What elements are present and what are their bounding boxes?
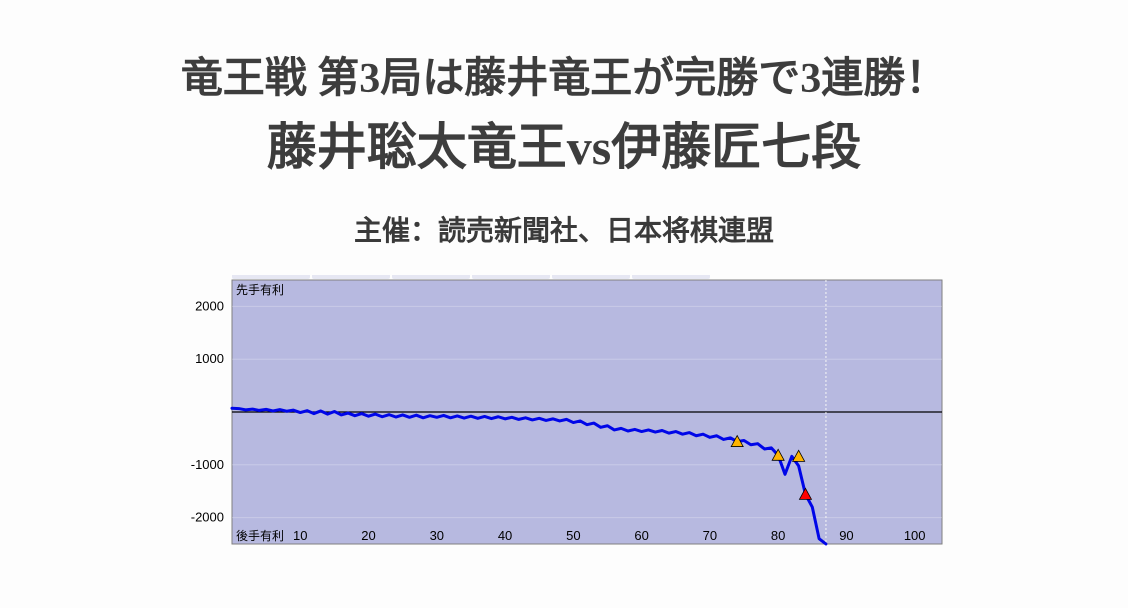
x-tick-label: 70 (702, 528, 716, 543)
organizer-line: 主催：読売新聞社、日本将棋連盟 (354, 209, 774, 249)
headline-line1: 竜王戦 第3局は藤井竜王が完勝で3連勝！ (181, 44, 948, 105)
x-tick-label: 90 (839, 528, 853, 543)
y-tick-label: 2000 (195, 298, 224, 313)
evaluation-chart: 2000 1000 -1000 -2000 10 20 30 40 50 60 70 80 90 100 先… (177, 275, 952, 555)
headline-line2: 藤井聡太竜王vs伊藤匠七段 (267, 107, 861, 179)
chart-tab (312, 275, 390, 279)
x-tick-label: 100 (903, 528, 925, 543)
y-tick-label: -1000 (190, 457, 223, 472)
x-tick-label: 30 (429, 528, 443, 543)
top-left-label: 先手有利 (236, 283, 284, 297)
x-tick-label: 40 (497, 528, 511, 543)
x-tick-label: 10 (293, 528, 307, 543)
bottom-left-label: 後手有利 (236, 529, 284, 543)
chart-tab (552, 275, 630, 279)
x-tick-label: 60 (634, 528, 648, 543)
y-tick-label: -2000 (190, 510, 223, 525)
x-tick-label: 80 (770, 528, 784, 543)
chart-tab (392, 275, 470, 279)
y-tick-label: 1000 (195, 351, 224, 366)
evaluation-chart-svg: 2000 1000 -1000 -2000 10 20 30 40 50 60 70 80 90 100 先… (177, 275, 952, 555)
chart-tab (232, 275, 310, 279)
x-tick-label: 20 (361, 528, 375, 543)
chart-tab (472, 275, 550, 279)
x-tick-label: 50 (566, 528, 580, 543)
page-container: 竜王戦 第3局は藤井竜王が完勝で3連勝！ 藤井聡太竜王vs伊藤匠七段 主催：読売… (0, 0, 1128, 608)
chart-tab (632, 275, 710, 279)
